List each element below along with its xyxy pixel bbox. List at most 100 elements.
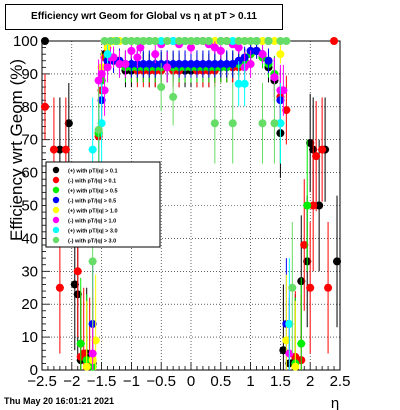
data-point [297, 339, 306, 348]
legend-marker [52, 226, 60, 234]
data-point [279, 346, 288, 355]
data-point [181, 60, 190, 69]
data-point [103, 50, 112, 59]
data-point [318, 145, 327, 154]
data-point [127, 37, 136, 45]
legend-box [45, 161, 161, 248]
data-point [198, 37, 207, 45]
data-point [258, 50, 267, 59]
data-point [246, 60, 255, 69]
data-point [157, 37, 166, 45]
data-point [282, 336, 291, 345]
y-axis-label: Efficiency wrt Geom (%) [7, 59, 26, 241]
y-tick-label: 10 [21, 329, 38, 346]
data-point [136, 43, 145, 52]
data-point [187, 43, 195, 52]
data-point [276, 50, 285, 59]
data-point [240, 37, 249, 45]
data-point [330, 37, 339, 45]
data-point [210, 60, 219, 69]
legend-marker [52, 176, 60, 184]
data-point [175, 60, 184, 69]
data-point [121, 37, 130, 45]
data-point [234, 56, 243, 65]
x-tick-label: 1 [246, 373, 254, 390]
data-point [222, 37, 231, 45]
legend-label: (+) with pT/|q| > 1.0 [68, 209, 118, 215]
data-point [88, 349, 97, 358]
data-point [234, 43, 243, 52]
data-point [306, 283, 315, 292]
y-tick-label: 0 [30, 362, 38, 379]
y-tick-label: 60 [21, 165, 38, 182]
data-point [264, 37, 273, 45]
data-point [82, 362, 91, 371]
data-point [270, 73, 279, 82]
data-point [315, 201, 324, 210]
legend-marker [52, 216, 60, 224]
data-point [187, 60, 195, 69]
legend-label: (-) with pT/|q| > 3.0 [68, 239, 116, 245]
data-point [169, 92, 178, 101]
legend-label: (+) with pT/|q| > 0.5 [68, 189, 118, 195]
data-point [91, 336, 100, 345]
data-point [151, 50, 160, 59]
data-point [228, 119, 237, 128]
data-point [133, 37, 142, 45]
data-point [145, 37, 154, 45]
data-point [291, 362, 300, 371]
data-point [222, 60, 231, 69]
data-point [312, 152, 321, 161]
data-point [145, 60, 154, 69]
data-point [115, 60, 124, 69]
data-point [258, 119, 267, 128]
x-axis-label: η [331, 395, 339, 410]
data-point [181, 37, 190, 45]
y-tick-label: 100 [13, 33, 38, 50]
data-point [279, 86, 288, 95]
data-point [216, 46, 225, 55]
data-point [210, 119, 219, 128]
data-point [252, 37, 261, 45]
data-point [55, 283, 64, 292]
legend-label: (-) with pT/|q| > 0.1 [68, 179, 116, 185]
data-point [264, 56, 273, 65]
data-layer [40, 37, 342, 371]
data-point [333, 257, 342, 266]
data-point [163, 63, 172, 72]
data-point [163, 37, 172, 45]
data-point [61, 145, 70, 154]
data-point [234, 79, 243, 88]
data-point [288, 283, 297, 292]
data-point [109, 53, 118, 62]
data-point [246, 37, 255, 45]
data-point [139, 60, 148, 69]
data-point [94, 76, 103, 85]
x-tick-label: −2.5 [27, 373, 57, 390]
data-point [121, 60, 130, 69]
data-point [192, 60, 201, 69]
footer-timestamp: Thu May 20 16:01:21 2021 [4, 396, 115, 406]
data-point [276, 119, 285, 128]
legend-marker [52, 236, 60, 244]
data-point [309, 201, 318, 210]
x-tick-label: 0.5 [210, 373, 231, 390]
legend-marker [52, 206, 60, 214]
legend-marker [52, 166, 60, 174]
data-point [133, 53, 142, 62]
data-point [106, 37, 115, 45]
y-tick-label: 20 [21, 296, 38, 313]
legend-marker [52, 196, 60, 204]
data-point [97, 119, 106, 128]
data-point [204, 60, 213, 69]
x-tick-label: −2 [63, 373, 80, 390]
data-point [151, 37, 160, 45]
data-point [88, 257, 97, 266]
data-point [169, 60, 178, 69]
data-point [303, 201, 312, 210]
data-point [270, 37, 279, 45]
x-tick-label: 2.5 [330, 373, 351, 390]
data-point [94, 125, 103, 134]
data-point [157, 83, 166, 92]
